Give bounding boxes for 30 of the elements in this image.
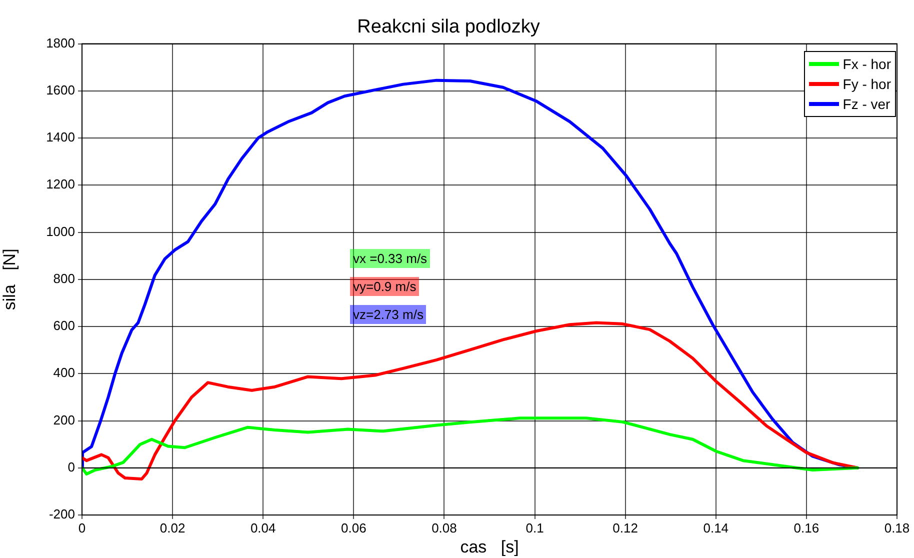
y-tick-label: 1000: [46, 224, 75, 239]
y-tick-label: 1200: [46, 176, 75, 192]
x-tick-label: 0.02: [160, 520, 186, 536]
legend-label: Fx - hor: [842, 56, 891, 72]
x-tick-label: 0.12: [612, 520, 638, 536]
x-tick-label: 0.16: [794, 520, 820, 536]
annotation: vx =0.33 m/s: [350, 249, 430, 268]
x-tick-label: 0.06: [341, 520, 366, 536]
x-tick-label: 0.04: [250, 520, 276, 536]
y-tick-label: 0: [68, 459, 75, 474]
x-tick-label: 0.1: [526, 520, 544, 536]
x-tick-label: 0.08: [432, 520, 457, 536]
y-tick-label: 800: [53, 270, 75, 286]
chart-title: Reakcni sila podlozky: [357, 16, 540, 38]
y-tick-label: 600: [53, 318, 75, 334]
y-tick-label: -200: [48, 506, 75, 522]
x-tick-label: 0.18: [884, 520, 910, 536]
annotation: vz=2.73 m/s: [350, 305, 426, 324]
y-axis-title: sila [N]: [0, 248, 19, 310]
legend-label: Fz - ver: [842, 96, 890, 112]
y-tick-label: 1400: [46, 130, 75, 145]
y-tick-label: 1600: [46, 82, 75, 98]
x-tick-label: 0.14: [703, 520, 729, 536]
annotation: vy=0.9 m/s: [350, 277, 420, 296]
y-tick-label: 200: [53, 412, 75, 428]
legend-label: Fy - hor: [842, 76, 891, 92]
y-tick-label: 400: [53, 365, 75, 380]
x-tick-label: 0: [78, 520, 86, 536]
x-axis-title: cas [s]: [460, 537, 519, 556]
y-tick-label: 1800: [46, 35, 75, 50]
